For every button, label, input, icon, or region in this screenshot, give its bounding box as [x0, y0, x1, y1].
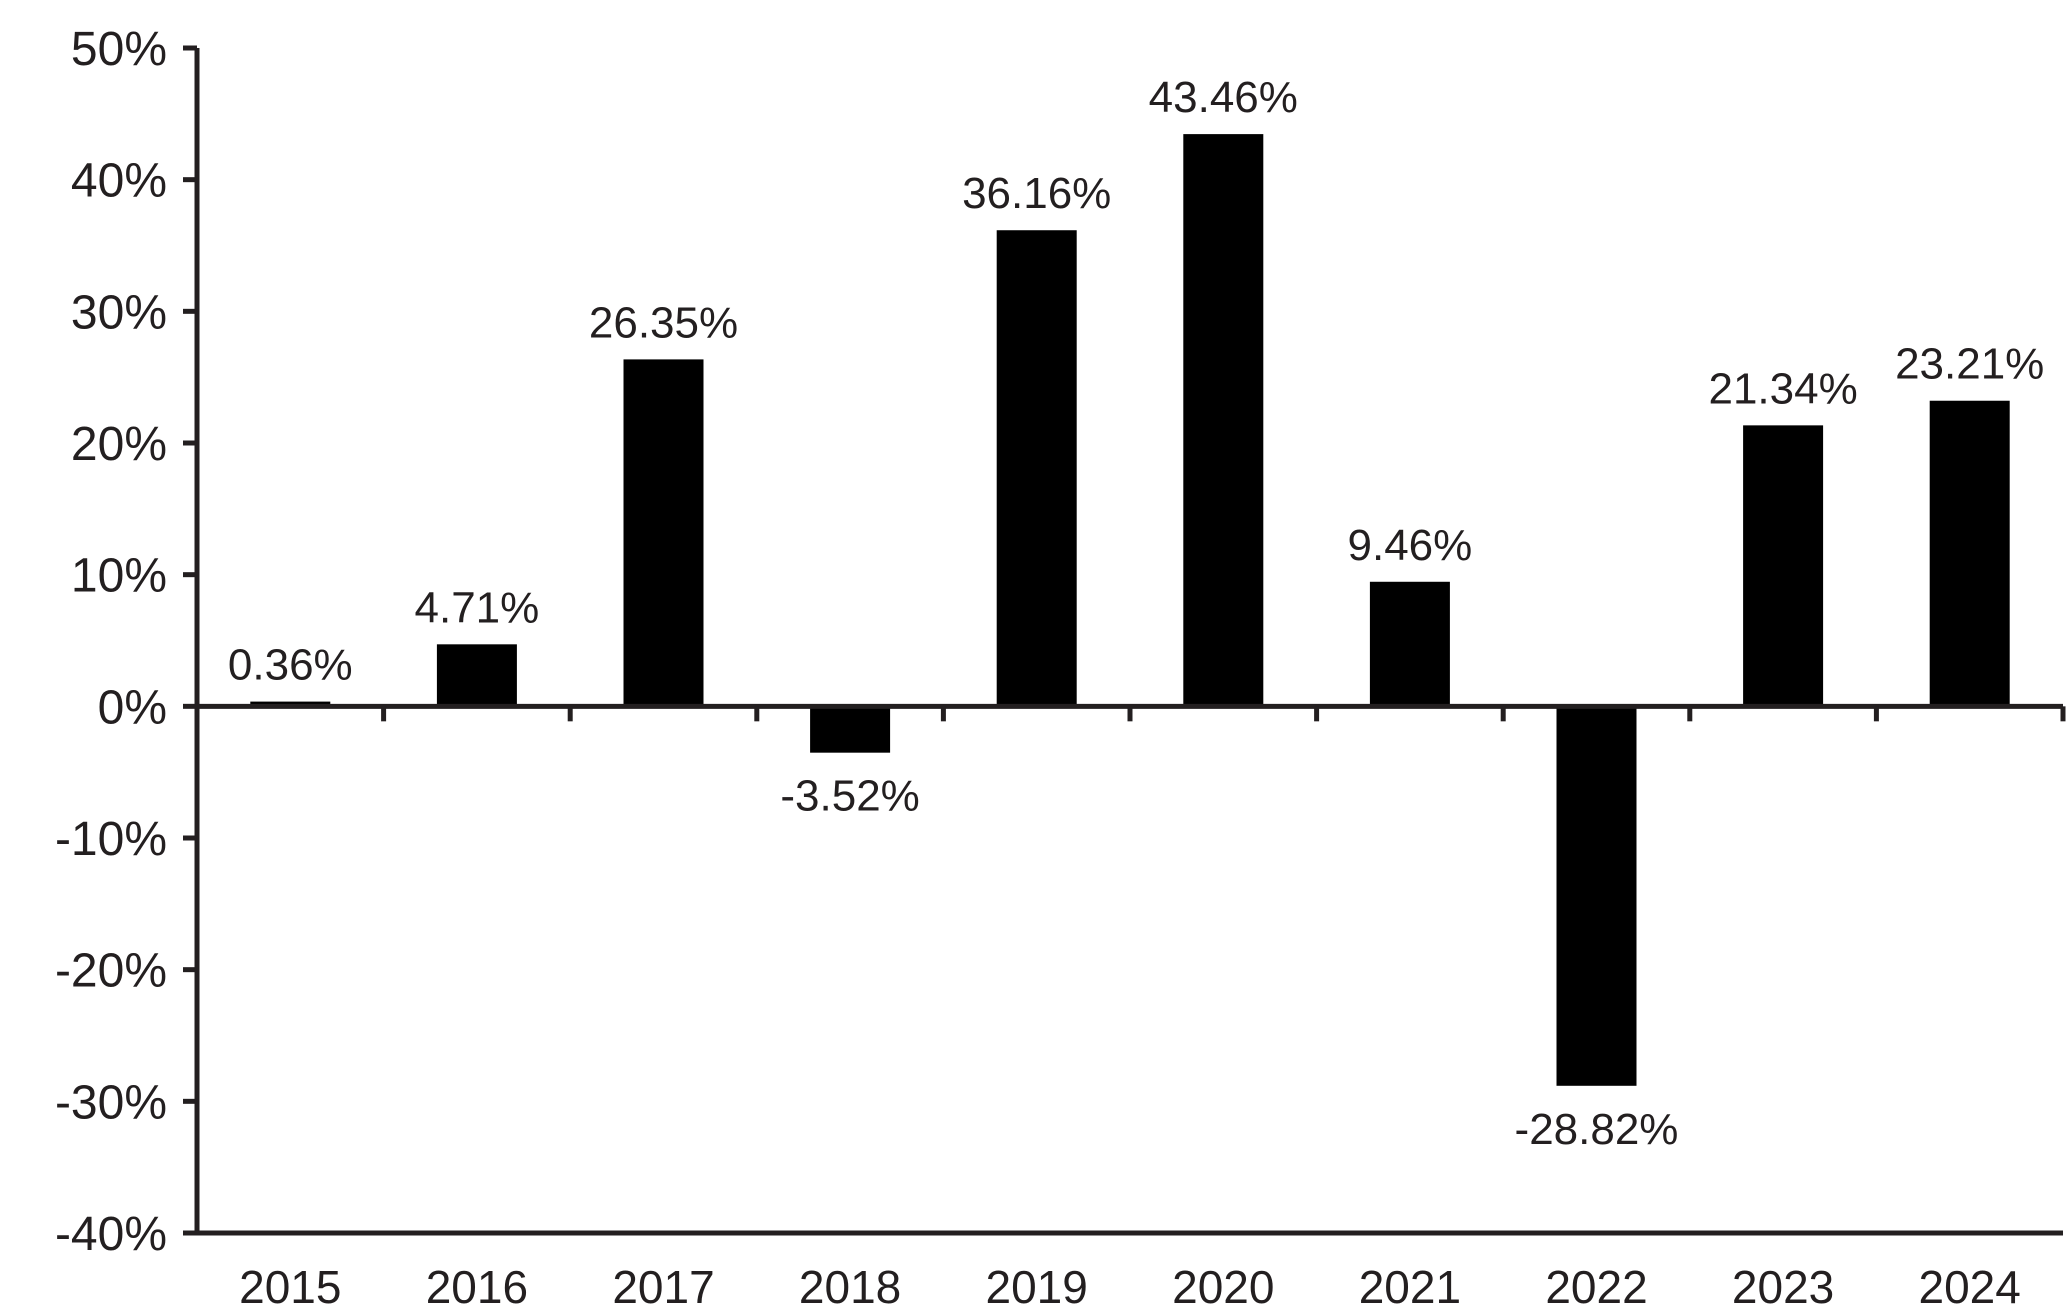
y-tick-label: 0%: [98, 681, 167, 734]
data-label-2017: 26.35%: [589, 298, 738, 347]
x-tick-label-2024: 2024: [1919, 1261, 2021, 1308]
x-tick-label-2023: 2023: [1732, 1261, 1834, 1308]
x-tick-label-2020: 2020: [1172, 1261, 1274, 1308]
x-tick-label-2019: 2019: [986, 1261, 1088, 1308]
y-tick-label: 30%: [71, 286, 167, 339]
data-label-2024: 23.21%: [1895, 340, 2044, 389]
y-tick-label: 40%: [71, 155, 167, 208]
bar-2018: [810, 706, 891, 753]
data-label-2016: 4.71%: [415, 583, 540, 632]
y-tick-label: -40%: [55, 1208, 167, 1261]
y-tick-label: -20%: [55, 945, 167, 998]
data-label-2022: -28.82%: [1515, 1105, 1679, 1154]
data-label-2019: 36.16%: [962, 169, 1111, 218]
y-tick-label: 50%: [71, 23, 167, 76]
y-tick-label: 10%: [71, 550, 167, 603]
bar-2020: [1183, 134, 1264, 707]
x-tick-label-2017: 2017: [612, 1261, 714, 1308]
bars: [250, 134, 2010, 1086]
data-label-2015: 0.36%: [228, 641, 353, 690]
bar-2019: [996, 230, 1077, 707]
x-axis: 2015 2016 2017 2018 2019 2020 2021 2022 2023 2024: [197, 703, 2066, 1308]
bar-2022: [1556, 706, 1637, 1086]
x-tick-label-2016: 2016: [426, 1261, 528, 1308]
bar-2023: [1743, 425, 1824, 707]
data-label-2018: -3.52%: [780, 772, 919, 821]
y-axis: 50% 40% 30% 20% 10% 0% -10% -20% -30% -40%: [55, 23, 200, 1261]
x-tick-label-2022: 2022: [1545, 1261, 1647, 1308]
bar-2017: [623, 359, 704, 707]
x-tick-label-2018: 2018: [799, 1261, 901, 1308]
x-tick-label-2015: 2015: [239, 1261, 341, 1308]
y-tick-label: -30%: [55, 1076, 167, 1129]
y-tick-label: 20%: [71, 418, 167, 471]
x-tick-label-2021: 2021: [1359, 1261, 1461, 1308]
bar-2016: [436, 644, 517, 707]
bar-2021: [1369, 581, 1450, 707]
y-tick-label: -10%: [55, 813, 167, 866]
data-label-2020: 43.46%: [1149, 73, 1298, 122]
data-label-2023: 21.34%: [1708, 364, 1857, 413]
bar-2024: [1929, 400, 2010, 707]
data-label-2021: 9.46%: [1348, 521, 1473, 570]
data-labels: 0.36% 4.71% 26.35% -3.52% 36.16% 43.46% 9.46% -…: [228, 73, 2044, 1154]
